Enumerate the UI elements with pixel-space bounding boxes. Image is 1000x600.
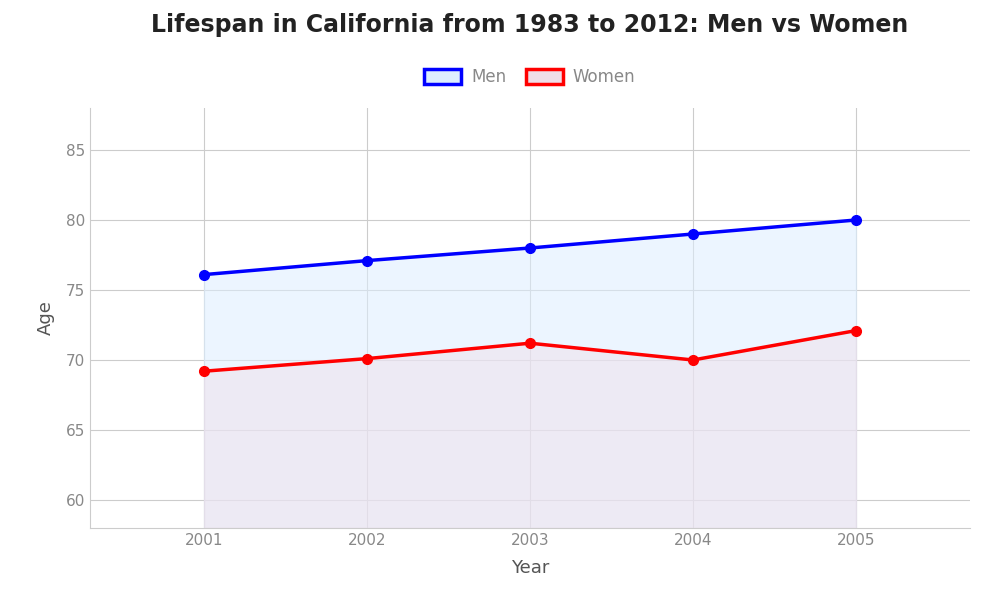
Y-axis label: Age: Age [37,301,55,335]
X-axis label: Year: Year [511,559,549,577]
Legend: Men, Women: Men, Women [418,62,642,93]
Title: Lifespan in California from 1983 to 2012: Men vs Women: Lifespan in California from 1983 to 2012… [151,13,909,37]
